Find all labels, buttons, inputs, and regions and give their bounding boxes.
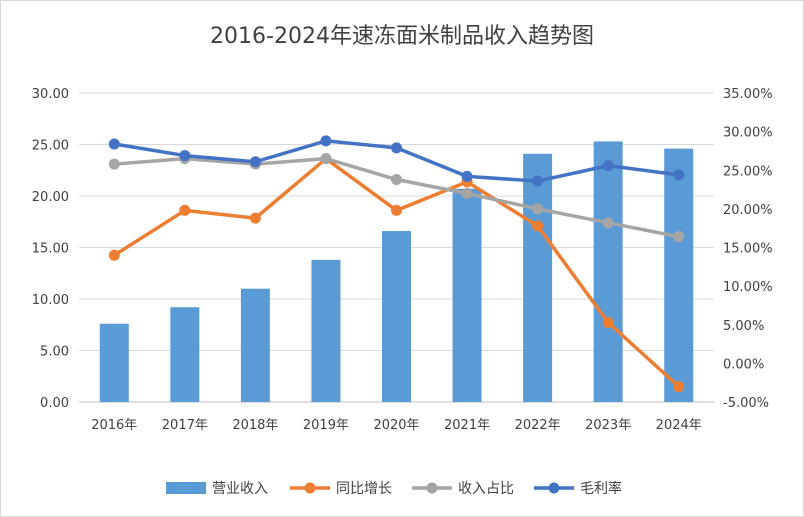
data-point xyxy=(249,156,261,168)
data-point xyxy=(532,175,544,187)
bar xyxy=(382,231,411,402)
right-tick-label: 15.00% xyxy=(723,242,773,257)
left-tick-label: 20.00 xyxy=(32,190,69,205)
data-point xyxy=(532,220,544,232)
data-point xyxy=(320,153,332,165)
bar xyxy=(664,148,694,402)
data-point xyxy=(179,150,191,162)
right-tick-label: 35.00% xyxy=(723,87,773,102)
legend: 营业收入 同比增长 收入占比 毛利率 xyxy=(166,480,622,497)
x-axis-ticks: 2016年 2017年 2018年 2019年 2020年 2021年 2022年 2023年… xyxy=(91,418,702,433)
data-point xyxy=(108,158,120,170)
data-point xyxy=(602,316,614,328)
legend-label: 同比增长 xyxy=(336,481,392,497)
x-tick-label: 2018年 xyxy=(232,418,278,433)
right-tick-label: 25.00% xyxy=(723,164,773,179)
chart-title: 2016-2024年速冻面米制品收入趋势图 xyxy=(210,24,594,49)
data-point xyxy=(391,174,402,186)
x-tick-label: 2016年 xyxy=(91,418,137,433)
x-tick-label: 2023年 xyxy=(585,418,631,433)
data-point xyxy=(673,231,685,243)
data-point xyxy=(108,249,120,261)
bar xyxy=(311,259,341,402)
data-point xyxy=(249,212,261,224)
data-point xyxy=(602,217,614,229)
left-tick-label: 0.00 xyxy=(40,396,69,411)
left-tick-label: 25.00 xyxy=(32,139,69,154)
bar xyxy=(99,323,129,402)
data-point xyxy=(532,203,544,215)
left-axis-ticks: 0.00 5.00 10.00 15.00 20.00 25.00 30.00 xyxy=(32,87,69,411)
bar xyxy=(240,288,270,402)
bar xyxy=(523,153,553,402)
left-tick-label: 5.00 xyxy=(40,345,69,360)
right-tick-label: 5.00% xyxy=(723,319,764,334)
bar xyxy=(452,188,482,402)
x-tick-label: 2021年 xyxy=(444,418,490,433)
legend-marker xyxy=(548,482,560,494)
bar-series xyxy=(99,141,694,402)
x-tick-label: 2022年 xyxy=(515,418,561,433)
data-point xyxy=(602,160,614,172)
data-point xyxy=(461,170,473,182)
data-point xyxy=(391,204,402,216)
data-point xyxy=(673,169,685,181)
x-tick-label: 2024年 xyxy=(656,418,702,433)
x-tick-label: 2019年 xyxy=(303,418,349,433)
right-tick-label: -5.00% xyxy=(723,396,769,411)
x-tick-label: 2017年 xyxy=(162,418,208,433)
data-point xyxy=(108,138,120,150)
legend-marker xyxy=(304,482,316,494)
right-tick-label: 10.00% xyxy=(723,280,773,295)
left-tick-label: 10.00 xyxy=(32,293,69,308)
legend-swatch xyxy=(166,482,206,494)
line-series xyxy=(108,135,685,393)
legend-label: 营业收入 xyxy=(212,481,268,497)
bar xyxy=(170,307,200,402)
right-tick-label: 0.00% xyxy=(723,357,764,372)
left-tick-label: 30.00 xyxy=(32,87,69,102)
data-point xyxy=(461,187,473,199)
legend-marker xyxy=(426,482,438,494)
right-axis-ticks: -5.00% 0.00% 5.00% 10.00% 15.00% 20.00% 25.00%… xyxy=(723,87,773,411)
data-point xyxy=(320,135,332,147)
data-point xyxy=(391,142,402,154)
right-tick-label: 30.00% xyxy=(723,126,773,141)
legend-label: 毛利率 xyxy=(580,480,622,497)
bar xyxy=(593,141,623,402)
data-point xyxy=(673,381,685,393)
left-tick-label: 15.00 xyxy=(32,242,69,257)
legend-label: 收入占比 xyxy=(458,481,514,497)
x-tick-label: 2020年 xyxy=(373,418,419,433)
data-point xyxy=(179,204,191,216)
right-tick-label: 20.00% xyxy=(723,203,773,218)
